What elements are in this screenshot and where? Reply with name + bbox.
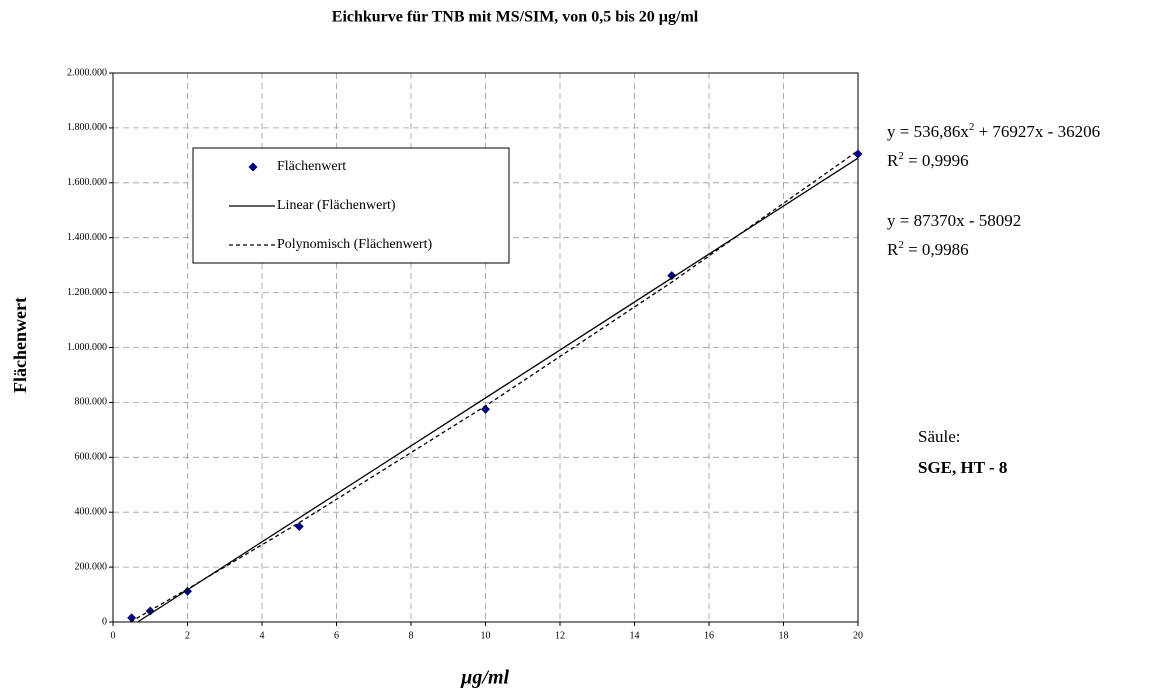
column-label: Säule: [918,427,961,446]
r-squared: R2 = 0,9996 [887,150,969,170]
x-tick-label: 12 [555,630,565,641]
y-tick-label: 0 [102,616,107,627]
equation-text: = 0,9996 [904,151,969,170]
x-axis-label: µg/ml [460,667,510,689]
x-tick-label: 18 [779,630,789,641]
x-tick-label: 4 [260,630,265,641]
chart-title: Eichkurve für TNB mit MS/SIM, von 0,5 bi… [332,9,699,26]
superscript: 2 [898,150,904,162]
x-tick-label: 20 [853,630,863,641]
data-point [667,271,677,281]
y-tick-label: 1.400.000 [67,232,107,243]
y-tick-label: 1.800.000 [67,122,107,133]
y-tick-label: 1.600.000 [67,177,107,188]
x-tick-label: 10 [481,630,491,641]
equation-text: y = 536,86x [887,122,969,141]
y-tick-label: 600.000 [75,452,108,463]
y-tick-label: 200.000 [75,561,108,572]
legend: Flächenwert Linear (Flächenwert) Polynomis… [192,147,510,264]
x-tick-label: 2 [185,630,190,641]
superscript: 2 [898,239,904,251]
y-tick-label: 1.000.000 [67,342,107,353]
legend-marker [248,162,258,172]
equation-text: R [887,151,899,170]
y-tick-label: 800.000 [75,397,108,408]
trend-equation: y = 536,86x2 + 76927x - 36206 [887,121,1100,141]
equation-text: = 0,9986 [904,240,969,259]
y-tick-label: 2.000.000 [67,67,107,78]
x-tick-label: 0 [111,630,116,641]
x-tick-label: 8 [409,630,414,641]
legend-label: Flächenwert [277,159,346,174]
superscript: 2 [969,121,975,133]
trend-equation: y = 87370x - 58092 [887,211,1021,230]
data-point [294,521,304,531]
x-tick-label: 14 [630,630,640,641]
data-point [853,149,863,159]
y-axis-label: Flächenwert [10,297,30,393]
x-tick-label: 16 [704,630,714,641]
legend-label: Linear (Flächenwert) [277,198,396,213]
trend-line [137,157,859,623]
legend-label: Polynomisch (Flächenwert) [277,237,432,252]
equation-text: y = 87370x - 58092 [887,211,1021,230]
equation-text: + 76927x - 36206 [974,122,1100,141]
r-squared: R2 = 0,9986 [887,239,969,259]
plot-frame [112,72,859,623]
column-value: SGE, HT - 8 [918,458,1007,477]
y-tick-label: 1.200.000 [67,287,107,298]
x-tick-label: 6 [334,630,339,641]
equation-text: R [887,240,899,259]
y-tick-label: 400.000 [75,506,108,517]
